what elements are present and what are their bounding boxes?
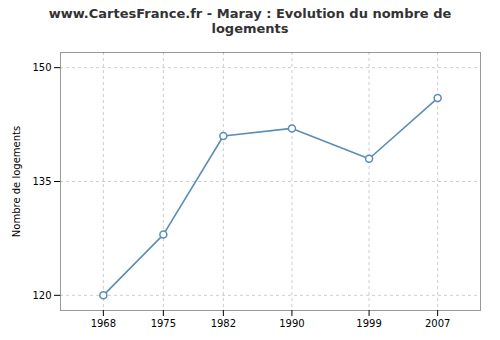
svg-text:1982: 1982 (211, 318, 236, 329)
svg-text:1968: 1968 (91, 318, 116, 329)
svg-text:120: 120 (32, 290, 51, 301)
svg-text:Nombre de logements: Nombre de logements (11, 126, 22, 237)
svg-text:1999: 1999 (356, 318, 381, 329)
svg-text:150: 150 (32, 62, 51, 73)
svg-text:1975: 1975 (151, 318, 176, 329)
svg-text:135: 135 (32, 176, 51, 187)
svg-text:2007: 2007 (425, 318, 450, 329)
html-text:www.CartesFrance.fr - Maray :: www.CartesFrance.fr - Maray : Evolution … (48, 6, 452, 36)
svg-text:1990: 1990 (279, 318, 304, 329)
